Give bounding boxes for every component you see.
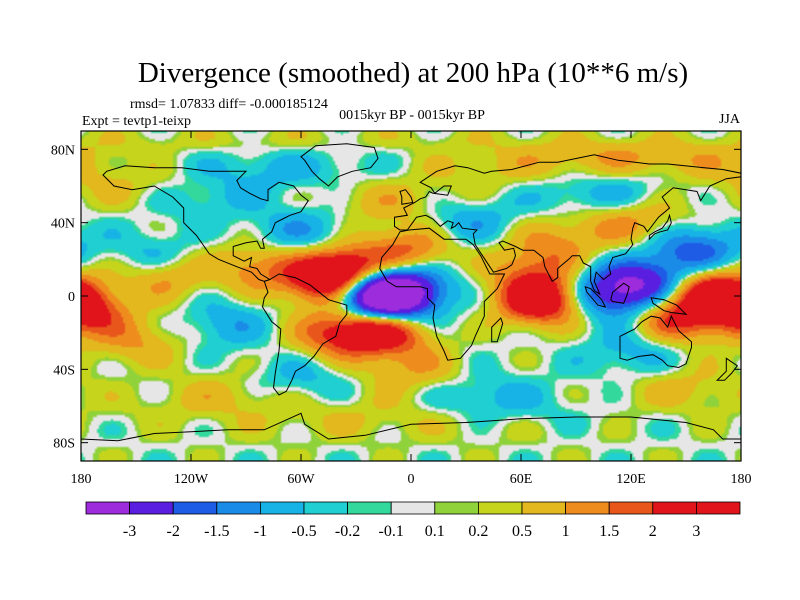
- coastline-madagascar: [491, 317, 504, 343]
- coastlines: [80, 143, 742, 442]
- coastline-europe-asia: [394, 154, 742, 296]
- colorbar-label: -3: [123, 523, 136, 540]
- coastline-australia: [619, 314, 692, 369]
- x-tick-label: 120E: [616, 472, 646, 487]
- colorbar-label: -0.2: [335, 523, 360, 540]
- x-tick-label: 120W: [174, 472, 209, 487]
- x-tick-label: 0: [408, 472, 415, 487]
- colorbar-label: 0.2: [468, 523, 488, 540]
- colorbar-swatch: [259, 501, 305, 515]
- colorbar-label: -1: [254, 523, 267, 540]
- coastline-north-america: [102, 165, 309, 282]
- stats-text: rmsd= 1.07833 diff= -0.000185124: [130, 97, 328, 112]
- colorbar-swatch: [216, 501, 261, 515]
- colorbar-swatch: [521, 501, 566, 515]
- colorbar-swatch: [652, 501, 697, 515]
- colorbar-swatch: [608, 501, 654, 515]
- y-tick-label: 40N: [51, 217, 75, 232]
- y-tick-label: 80N: [51, 143, 75, 158]
- coastline-eurasia-africa: [379, 227, 506, 361]
- coastline-greenland: [300, 143, 379, 187]
- season-label: JJA: [719, 112, 741, 127]
- colorbar-label: 1.5: [599, 523, 619, 540]
- colorbar: -3 -2 -1.5 -1 -0.5 -0.2 -0.1 0.1 0.2 0.5 1 1.5 2 3: [85, 501, 741, 540]
- x-tick-label: 180: [731, 472, 752, 487]
- colorbar-label: 0.1: [425, 523, 445, 540]
- colorbar-label: 3: [692, 523, 700, 540]
- experiment-label: Expt = tevtp1-teixp: [82, 114, 191, 129]
- x-tick-label: 60W: [287, 472, 315, 487]
- colorbar-label: -1.5: [204, 523, 229, 540]
- divergence-field: [81, 131, 741, 461]
- y-tick-label: 80S: [53, 437, 75, 452]
- colorbar-swatch: [347, 501, 392, 515]
- coastline-south-america: [261, 273, 348, 396]
- colorbar-swatch: [85, 501, 130, 515]
- colorbar-label: -0.1: [379, 523, 404, 540]
- coastline-borneo: [610, 282, 630, 304]
- colorbar-swatch: [390, 501, 436, 515]
- colorbar-label: -2: [167, 523, 180, 540]
- y-axis: 80N 40N 0 40S 80S: [51, 143, 741, 452]
- colorbar-swatch: [565, 501, 610, 515]
- x-tick-label: 180: [71, 472, 92, 487]
- colorbar-swatch: [303, 501, 348, 515]
- y-tick-label: 0: [68, 290, 75, 305]
- colorbar-label: -0.5: [291, 523, 316, 540]
- coastline-japan: [648, 213, 672, 241]
- coastline-new-guinea: [650, 297, 688, 315]
- period-label: 0015kyr BP - 0015kyr BP: [339, 108, 485, 123]
- colorbar-swatch: [696, 501, 741, 515]
- coastline-uk: [399, 189, 414, 205]
- colorbar-label: 2: [649, 523, 657, 540]
- x-axis: 180 120W 60W 0 60E 120E 180: [71, 131, 752, 487]
- coastline-sumatra: [584, 285, 607, 308]
- y-tick-label: 40S: [53, 363, 75, 378]
- colorbar-label: 0.5: [512, 523, 532, 540]
- x-tick-label: 60E: [510, 472, 533, 487]
- coastline-new-zealand: [715, 357, 739, 381]
- divergence-map: [80, 130, 742, 462]
- colorbar-swatch: [434, 501, 479, 515]
- coastline-antarctica: [80, 412, 741, 442]
- colorbar-label: 1: [562, 523, 570, 540]
- colorbar-swatch: [477, 501, 523, 515]
- colorbar-swatch: [172, 501, 218, 515]
- chart-title: Divergence (smoothed) at 200 hPa (10**6 …: [138, 57, 688, 89]
- colorbar-swatch: [129, 501, 174, 515]
